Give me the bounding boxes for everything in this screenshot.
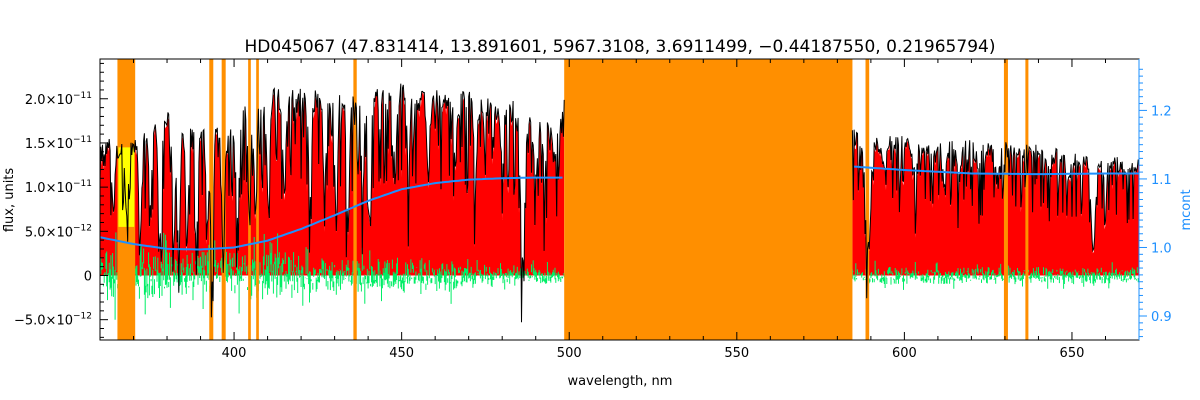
chart-title: HD045067 (47.831414, 13.891601, 5967.310… (245, 37, 996, 57)
mcont-segment-1 (99, 176, 563, 251)
y-tick-label: −5.0×10−12 (14, 312, 92, 329)
observed-segment-2 (851, 129, 1140, 299)
y2-tick-label: 1.2 (1151, 104, 1172, 119)
masked-region-7 (564, 59, 853, 340)
x-tick-label: 550 (724, 346, 749, 361)
y2-tick-label: 1.1 (1151, 173, 1172, 188)
y-tick-label: 1.0×10−11 (25, 179, 92, 196)
y2-tick-label: 1.0 (1151, 241, 1172, 256)
masked-region-6 (353, 59, 357, 340)
masked-region-3 (221, 59, 226, 340)
masked-region-10 (1025, 59, 1029, 340)
x-tick-label: 450 (389, 346, 414, 361)
x-tick-label: 600 (892, 346, 917, 361)
x-tick-label: 500 (557, 346, 582, 361)
y-axis-label: flux, units (2, 168, 17, 233)
masked-region-2 (209, 59, 214, 340)
masked-region-8 (865, 59, 870, 340)
y2-axis-label: mcont (1179, 189, 1194, 230)
x-axis-label: wavelength, nm (568, 374, 673, 389)
masked-region-5 (256, 59, 259, 340)
y-tick-label: 5.0×10−12 (25, 223, 92, 240)
mcont-curve (99, 165, 1139, 251)
y-tick-label: 1.5×10−11 (25, 135, 92, 152)
model-fill-segment-2 (852, 135, 1139, 301)
y-tick-label: 2.0×10−11 (25, 91, 92, 108)
y2-tick-label: 0.9 (1151, 310, 1172, 325)
y-tick-label: 0 (84, 269, 92, 284)
observed-spectrum (99, 83, 1140, 323)
masked-region-4 (248, 59, 251, 340)
masked-region-9 (1003, 59, 1008, 340)
x-tick-label: 400 (222, 346, 247, 361)
observed-segment-1 (99, 83, 565, 323)
x-tick-label: 650 (1060, 346, 1085, 361)
mcont-segment-2 (854, 165, 1139, 176)
